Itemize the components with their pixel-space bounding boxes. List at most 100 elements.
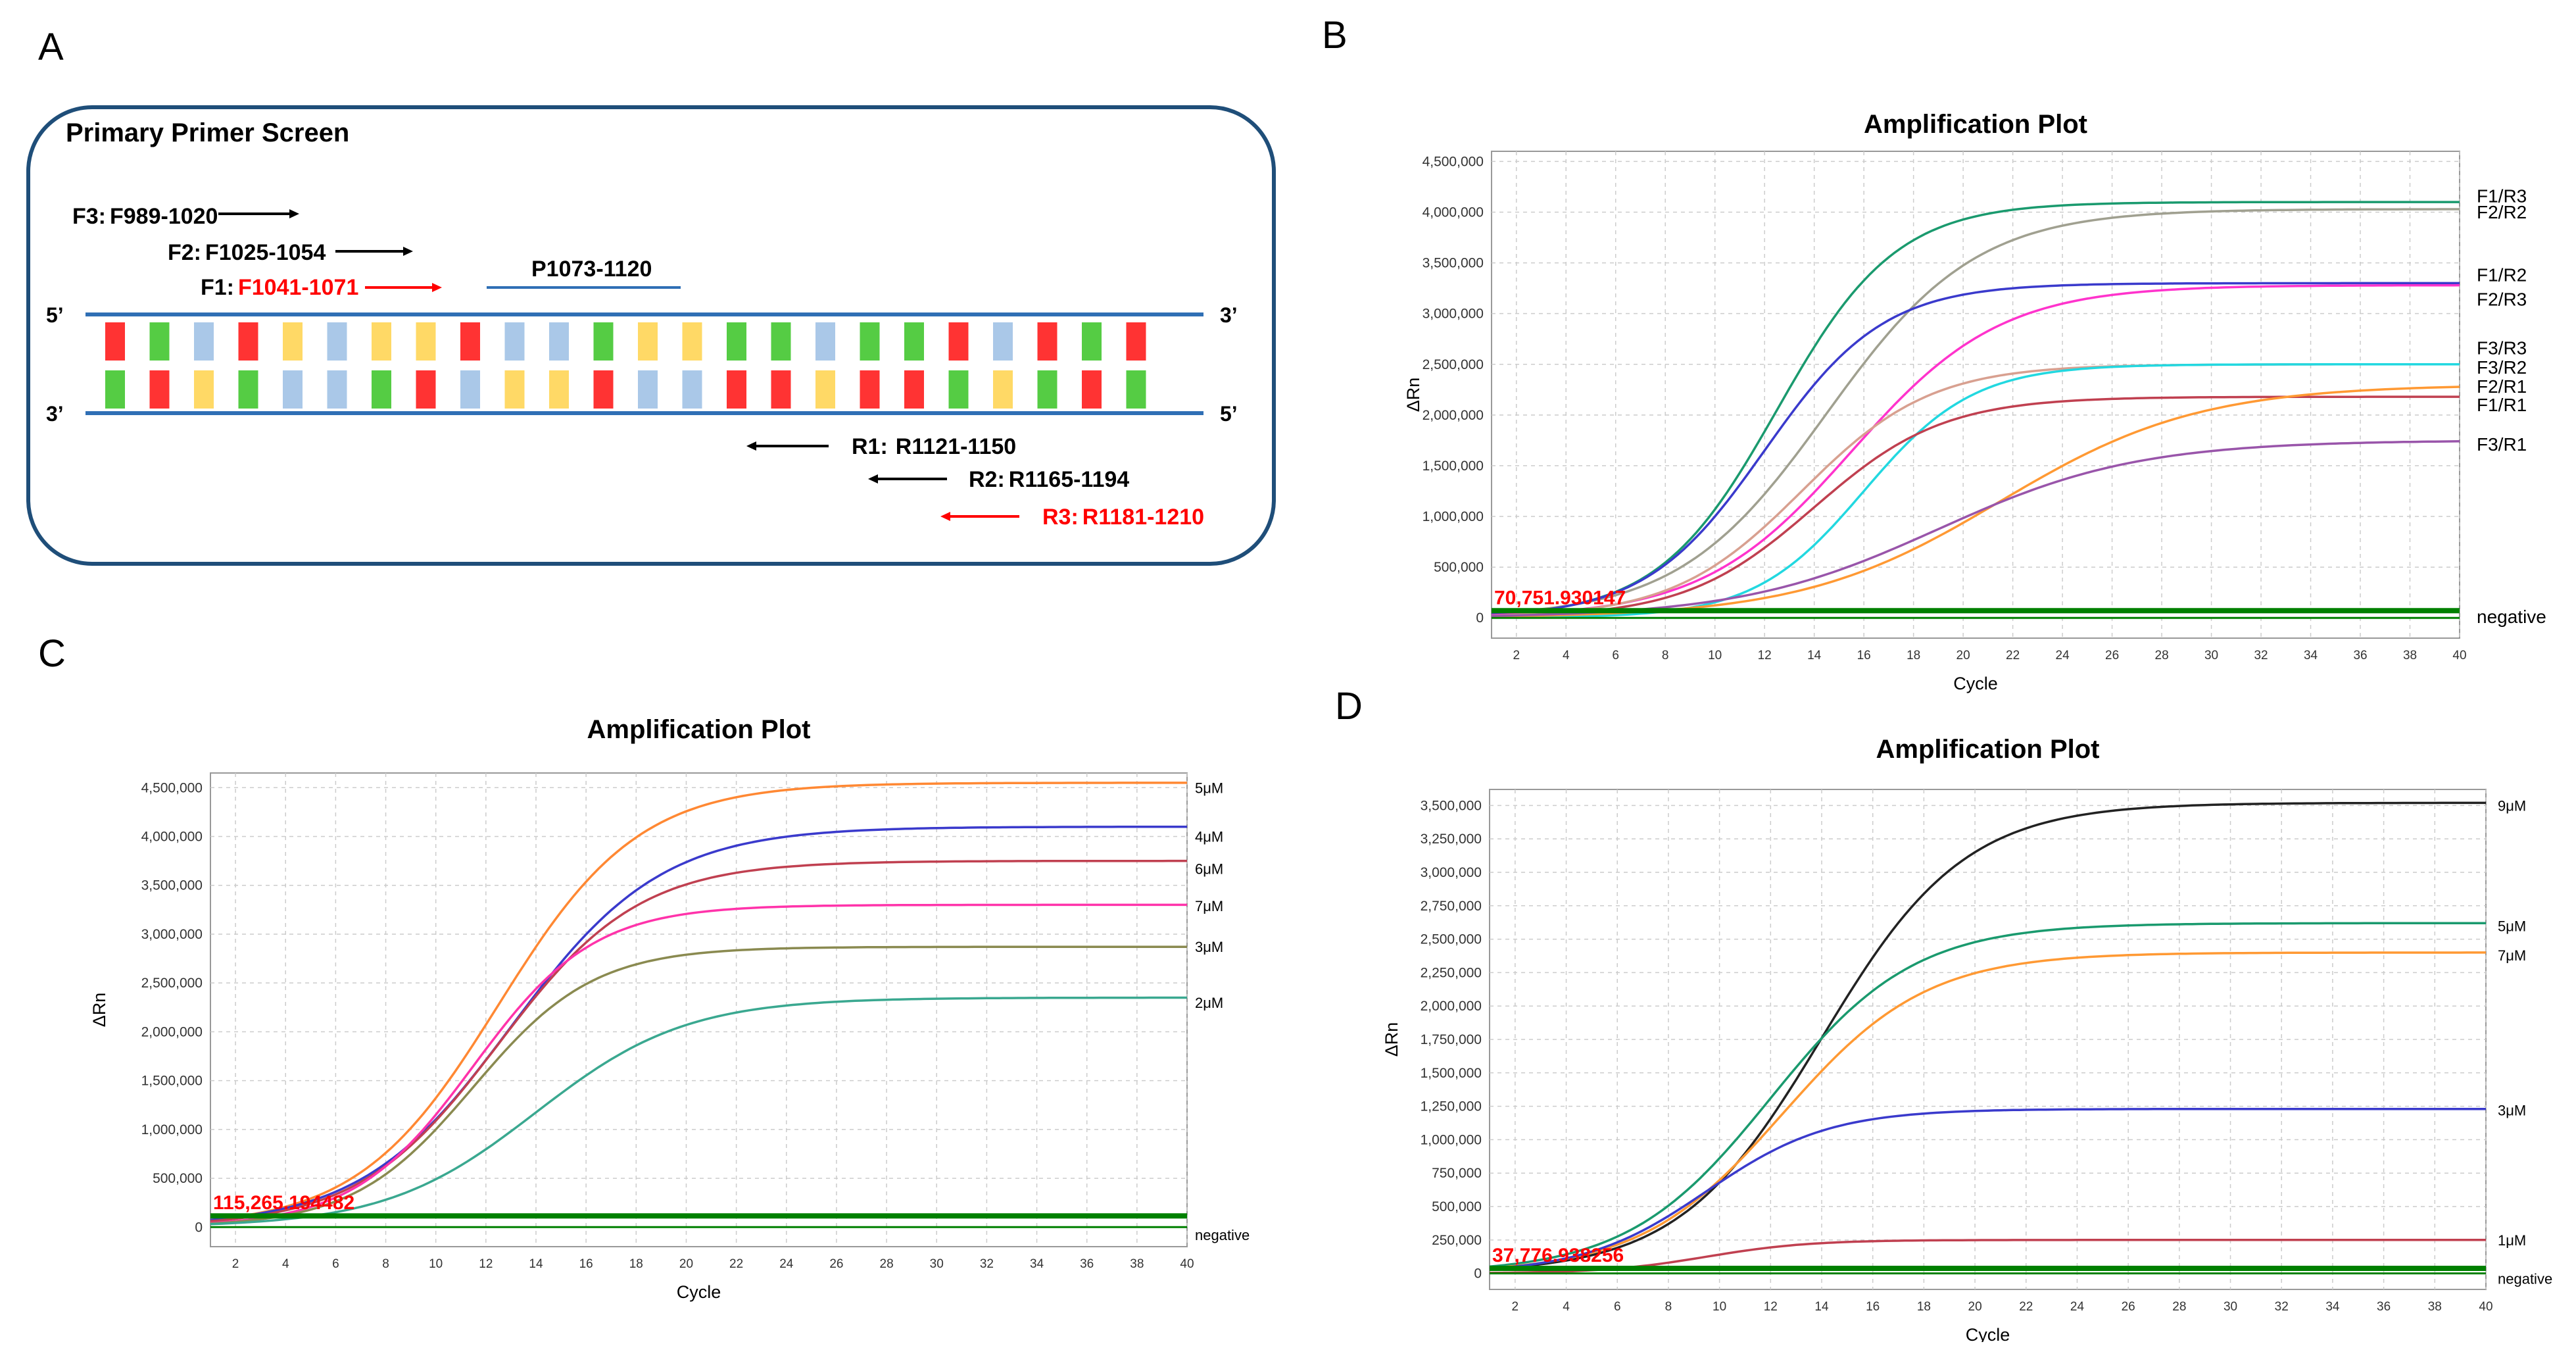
series-line-9μM [1489, 801, 2486, 1270]
series-label: 7μM [2498, 947, 2526, 964]
y-tick-label: 1,500,000 [141, 1074, 203, 1089]
x-tick-label: 24 [2070, 1300, 2085, 1314]
series-line-5μM [210, 782, 1187, 1222]
dna-base [105, 370, 125, 409]
y-tick-label: 3,000,000 [1421, 865, 1482, 880]
primer-r1-arrowhead [746, 441, 756, 451]
x-tick-label: 6 [1612, 649, 1619, 662]
x-tick-label: 18 [1917, 1300, 1931, 1314]
x-tick-label: 2 [232, 1257, 239, 1271]
x-tick-label: 20 [1968, 1300, 1982, 1314]
x-tick-label: 16 [1857, 649, 1871, 662]
threshold-label: 70,751.930147 [1494, 587, 1626, 609]
strand-label-bottom-left: 3’ [46, 402, 64, 426]
x-tick-label: 6 [1614, 1300, 1621, 1314]
strand-label-top-left: 5’ [46, 303, 64, 327]
threshold-label: 115,265.194482 [213, 1192, 354, 1214]
dna-base [727, 322, 746, 361]
x-tick-label: 8 [382, 1257, 389, 1271]
y-tick-label: 0 [1476, 611, 1484, 626]
dna-base [194, 370, 214, 409]
x-tick-label: 12 [479, 1257, 493, 1271]
x-tick-label: 8 [1665, 1300, 1672, 1314]
y-tick-label: 2,500,000 [1421, 932, 1482, 947]
x-tick-label: 10 [1708, 649, 1722, 662]
dna-base [238, 322, 258, 361]
series-label: F3/R3 [2477, 338, 2527, 359]
series-label: 3μM [2498, 1103, 2526, 1119]
series-label: 3μM [1195, 939, 1223, 955]
svg-text:R3:R1181-1210: R3: R1181-1210 [1042, 505, 1204, 530]
primer-diagram [26, 105, 1276, 566]
x-tick-label: 14 [529, 1257, 543, 1271]
x-tick-label: 16 [579, 1257, 593, 1271]
dna-base [549, 370, 569, 409]
x-tick-label: 18 [629, 1257, 643, 1271]
x-tick-label: 32 [2275, 1300, 2289, 1314]
chart-title: Amplification Plot [1876, 735, 2100, 764]
y-tick-label: 2,250,000 [1421, 965, 1482, 980]
dna-base [1082, 322, 1102, 361]
series-line-2μM [210, 996, 1187, 1226]
x-tick-label: 26 [2122, 1300, 2135, 1314]
x-tick-label: 26 [2105, 649, 2119, 662]
primer-f2: F2: F1025-1054 [168, 240, 413, 265]
series-line-5μM [1489, 922, 2486, 1268]
y-tick-label: 2,750,000 [1421, 899, 1482, 914]
series-line-7μM [1489, 951, 2486, 1270]
primer-r3-arrowhead [940, 512, 950, 521]
dna-base [948, 322, 969, 361]
x-tick-label: 36 [1080, 1257, 1094, 1271]
x-tick-label: 24 [779, 1257, 794, 1271]
series-label: 7μM [1195, 898, 1223, 914]
x-tick-label: 30 [2224, 1300, 2237, 1314]
dna-base [860, 322, 880, 361]
dna-base [1082, 370, 1102, 409]
diagram-title: Primary Primer Screen [66, 118, 349, 147]
y-tick-label: 1,000,000 [1422, 509, 1484, 524]
dna-base [416, 322, 436, 361]
primer-f3-arrowhead [289, 209, 299, 218]
y-tick-label: 1,500,000 [1421, 1066, 1482, 1081]
svg-text:P1073-1120: P1073-1120 [531, 257, 652, 282]
series-line-F2/R3 [1491, 284, 2460, 616]
series-line-7μM [210, 903, 1187, 1224]
y-axis-label: ΔRn [1382, 1022, 1401, 1057]
series-line-F1/R3 [1491, 201, 2460, 616]
top-strand-bases [105, 322, 1146, 361]
dna-base [638, 322, 658, 361]
series-label: F2/R2 [2477, 202, 2527, 222]
dna-base [327, 322, 347, 361]
primer-f2-arrowhead [403, 247, 413, 256]
x-tick-label: 32 [2254, 649, 2268, 662]
series-label: F2/R3 [2477, 289, 2527, 310]
series-label: negative [2498, 1271, 2552, 1287]
x-tick-label: 40 [2452, 649, 2466, 662]
x-tick-label: 2 [1512, 1300, 1519, 1314]
y-tick-label: 3,500,000 [141, 878, 203, 893]
x-tick-label: 22 [729, 1257, 743, 1271]
series-label: F1/R1 [2477, 395, 2527, 415]
x-tick-label: 28 [2172, 1300, 2186, 1314]
y-tick-label: 3,000,000 [141, 927, 203, 942]
x-axis-label: Cycle [1966, 1325, 2010, 1342]
x-tick-label: 4 [1563, 1300, 1570, 1314]
x-tick-label: 12 [1758, 649, 1772, 662]
series-label: 5μM [1195, 780, 1223, 796]
dna-base [948, 370, 969, 409]
panel-label-b: B [1322, 14, 1348, 57]
x-tick-label: 4 [282, 1257, 289, 1271]
y-tick-label: 500,000 [153, 1171, 203, 1186]
dna-base [682, 322, 702, 361]
dna-base [149, 322, 170, 361]
y-tick-label: 2,500,000 [1422, 357, 1484, 372]
primer-f1: F1: F1041-1071 [201, 275, 442, 300]
panel-label-c: C [38, 632, 66, 675]
x-tick-label: 38 [1130, 1257, 1144, 1271]
series-line-1μM [1489, 1239, 2486, 1274]
x-tick-label: 30 [2204, 649, 2218, 662]
y-tick-label: 3,500,000 [1422, 256, 1484, 271]
y-tick-label: 1,250,000 [1421, 1099, 1482, 1114]
